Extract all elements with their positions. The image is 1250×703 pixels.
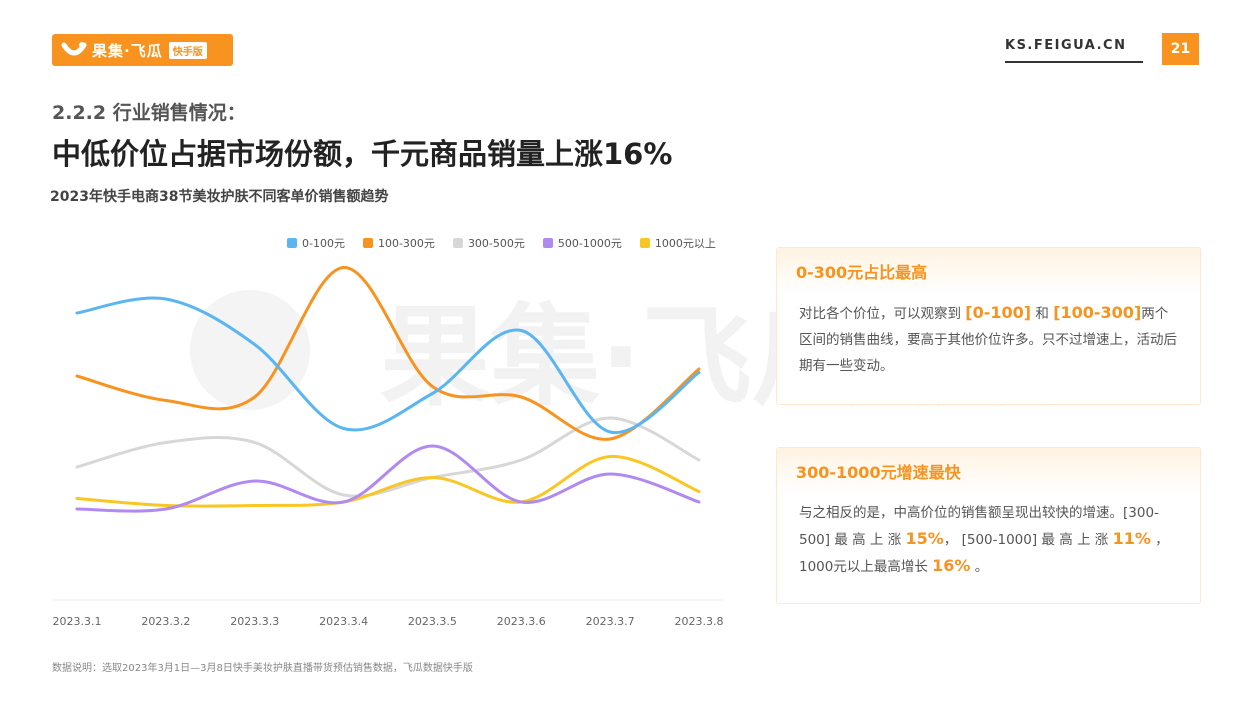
legend-swatch <box>639 238 650 248</box>
legend-item: 100-300元 <box>362 235 435 251</box>
legend-label: 1000元以上 <box>654 237 716 250</box>
insight-card-1: 0-300元占比最高 对比各个价位，可以观察到 [0-100] 和 [100-3… <box>776 247 1201 405</box>
legend-label: 100-300元 <box>377 237 435 250</box>
chart-title: 2023年快手电商38节美妆护肤不同客单价销售额趋势 <box>50 189 389 205</box>
site-underline <box>1005 61 1143 63</box>
x-tick-label: 2023.3.7 <box>586 615 635 628</box>
x-tick-label: 2023.3.2 <box>141 615 190 628</box>
card-1-highlight-1: [0-100] <box>965 303 1032 322</box>
legend-label: 300-500元 <box>467 237 525 250</box>
card-1-body: 对比各个价位，可以观察到 [0-100] 和 [100-300]两个区间的销售曲… <box>777 294 1200 379</box>
card-2-highlight-2: 11% <box>1112 529 1151 548</box>
chart-legend: 0-100元 100-300元 300-500元 500-1000元 1000元以上 <box>287 235 716 251</box>
card-1-text: 和 <box>1031 306 1054 322</box>
logo-smile-icon <box>61 42 87 56</box>
card-2-highlight-3: 16% <box>932 556 971 575</box>
legend-swatch <box>362 238 373 248</box>
data-note: 数据说明：选取2023年3月1日—3月8日快手美妆护肤直播带货预估销售数据，飞瓜… <box>52 663 473 674</box>
series-line-4 <box>75 454 701 508</box>
card-1-text: 两个区间的销售曲线，要高于其他价位许多。只不过增速上，活动后期有一些变动。 <box>799 306 1177 374</box>
card-2-title: 300-1000元增速最快 <box>777 448 1200 494</box>
series-line-3 <box>75 444 701 513</box>
card-2-highlight-1: 15% <box>905 529 944 548</box>
site-url[interactable]: KS.FEIGUA.CN <box>1005 38 1127 53</box>
insight-card-2: 300-1000元增速最快 与之相反的是，中高价位的销售额呈现出较快的增速。[3… <box>776 447 1201 604</box>
logo-badge: 快手版 <box>168 41 207 59</box>
page-headline: 中低价位占据市场份额，千元商品销量上涨16% <box>52 137 673 171</box>
legend-item: 500-1000元 <box>542 235 622 251</box>
legend-item: 0-100元 <box>287 235 345 251</box>
card-2-text: ，1000元以上最高增长 <box>799 532 1169 575</box>
brand-logo: 果集·飞瓜 快手版 <box>52 34 233 66</box>
card-1-highlight-2: [100-300] <box>1053 303 1142 322</box>
x-tick-label: 2023.3.1 <box>53 615 102 628</box>
page-number: 21 <box>1162 33 1199 65</box>
card-2-text: 。 <box>970 559 989 575</box>
x-tick-label: 2023.3.5 <box>408 615 457 628</box>
series-line-2 <box>75 416 701 498</box>
x-tick-label: 2023.3.8 <box>675 615 724 628</box>
section-label: 2.2.2 行业销售情况： <box>52 102 246 124</box>
x-tick-label: 2023.3.3 <box>230 615 279 628</box>
legend-item: 300-500元 <box>452 235 525 251</box>
legend-swatch <box>542 238 553 248</box>
card-1-title: 0-300元占比最高 <box>777 248 1200 294</box>
legend-swatch <box>287 238 297 248</box>
series-line-0 <box>75 296 701 434</box>
legend-swatch <box>452 238 463 248</box>
card-2-text: ， [500-1000] 最 高 上 涨 <box>943 532 1113 548</box>
card-2-body: 与之相反的是，中高价位的销售额呈现出较快的增速。[300-500] 最 高 上 … <box>777 494 1200 580</box>
legend-label: 0-100元 <box>302 237 345 250</box>
series-line-1 <box>75 265 701 441</box>
card-1-text: 对比各个价位，可以观察到 <box>799 306 966 322</box>
legend-label: 500-1000元 <box>557 237 622 250</box>
x-tick-label: 2023.3.6 <box>497 615 546 628</box>
logo-text: 果集·飞瓜 <box>92 41 163 60</box>
card-2-text: 与之相反的是，中高价位的销售额呈现出较快的增速。[300-500] 最 高 上 … <box>799 505 1159 548</box>
legend-item: 1000元以上 <box>639 235 716 251</box>
x-tick-label: 2023.3.4 <box>319 615 368 628</box>
